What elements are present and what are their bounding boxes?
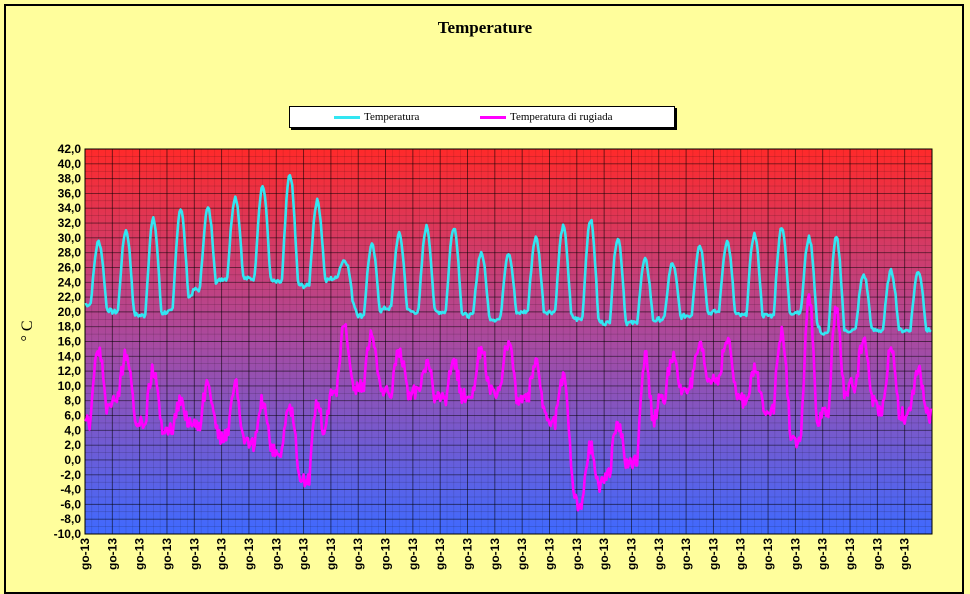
y-tick-label: 16,0	[58, 335, 82, 349]
x-tick-label: go-13	[297, 538, 311, 570]
y-tick-label: 36,0	[58, 186, 82, 200]
x-tick-label: go-13	[652, 538, 666, 570]
y-tick-label: -8,0	[60, 512, 81, 526]
x-tick-label: go-13	[843, 538, 857, 570]
y-tick-label: -6,0	[60, 497, 81, 511]
x-tick-label: go-13	[488, 538, 502, 570]
y-tick-label: -4,0	[60, 483, 81, 497]
x-tick-label: go-13	[379, 538, 393, 570]
x-tick-label: go-13	[269, 538, 283, 570]
y-tick-label: 6,0	[64, 409, 81, 423]
series-line-temperatura	[84, 173, 932, 336]
y-tick-label: 8,0	[64, 394, 81, 408]
y-tick-label: 0,0	[64, 453, 81, 467]
grid-lines	[84, 148, 933, 535]
legend-swatch-temperatura	[334, 115, 360, 119]
x-tick-label: go-13	[133, 538, 147, 570]
x-tick-label: go-13	[461, 538, 475, 570]
x-tick-label: go-13	[160, 538, 174, 570]
x-tick-label: go-13	[433, 538, 447, 570]
y-tick-label: 40,0	[58, 157, 82, 171]
y-tick-label: 28,0	[58, 246, 82, 260]
y-tick-label: 18,0	[58, 320, 82, 334]
y-tick-label: 22,0	[58, 290, 82, 304]
x-tick-label: go-13	[515, 538, 529, 570]
x-tick-label: go-13	[788, 538, 802, 570]
y-tick-label: 30,0	[58, 231, 82, 245]
y-tick-label: 42,0	[58, 142, 82, 156]
legend-label-temperatura: Temperatura	[364, 111, 420, 123]
y-tick-label: 38,0	[58, 172, 82, 186]
x-tick-label: go-13	[898, 538, 912, 570]
x-tick-label: go-13	[624, 538, 638, 570]
legend: Temperatura Temperatura di rugiada	[289, 106, 675, 128]
y-tick-labels: 42,040,038,036,034,032,030,028,026,024,0…	[54, 142, 82, 541]
x-tick-label: go-13	[679, 538, 693, 570]
chart-title: Temperature	[437, 18, 533, 37]
y-tick-label: 4,0	[64, 423, 81, 437]
series-lines	[84, 173, 933, 512]
y-tick-label: 32,0	[58, 216, 82, 230]
x-tick-label: go-13	[761, 538, 775, 570]
y-tick-label: 26,0	[58, 260, 82, 274]
x-tick-label: go-13	[187, 538, 201, 570]
y-tick-label: 20,0	[58, 305, 82, 319]
x-tick-label: go-13	[542, 538, 556, 570]
x-tick-label: go-13	[734, 538, 748, 570]
legend-item-temperatura: Temperatura	[334, 110, 419, 124]
x-tick-label: go-13	[215, 538, 229, 570]
x-tick-label: go-13	[406, 538, 420, 570]
x-tick-labels: go-13 go-13 go-13 go-13 go-13 go-13 go-13 go-13…	[78, 538, 912, 570]
y-tick-label: 24,0	[58, 275, 82, 289]
x-tick-label: go-13	[78, 538, 92, 570]
y-tick-label: 12,0	[58, 364, 82, 378]
x-tick-label: go-13	[597, 538, 611, 570]
x-tick-label: go-13	[242, 538, 256, 570]
legend-label-rugiada: Temperatura di rugiada	[510, 111, 613, 123]
x-tick-label: go-13	[351, 538, 365, 570]
legend-item-rugiada: Temperatura di rugiada	[480, 110, 612, 124]
x-tick-label: go-13	[105, 538, 119, 570]
y-tick-label: -10,0	[54, 527, 82, 541]
y-tick-label: 2,0	[64, 438, 81, 452]
x-tick-label: go-13	[324, 538, 338, 570]
series-line-rugiada	[84, 293, 933, 512]
x-tick-label: go-13	[570, 538, 584, 570]
y-tick-label: 10,0	[58, 379, 82, 393]
x-tick-label: go-13	[706, 538, 720, 570]
legend-swatch-rugiada	[480, 115, 506, 119]
y-tick-label: 34,0	[58, 201, 82, 215]
y-tick-label: -2,0	[60, 468, 81, 482]
y-tick-label: 14,0	[58, 349, 82, 363]
x-tick-label: go-13	[870, 538, 884, 570]
x-tick-label: go-13	[816, 538, 830, 570]
